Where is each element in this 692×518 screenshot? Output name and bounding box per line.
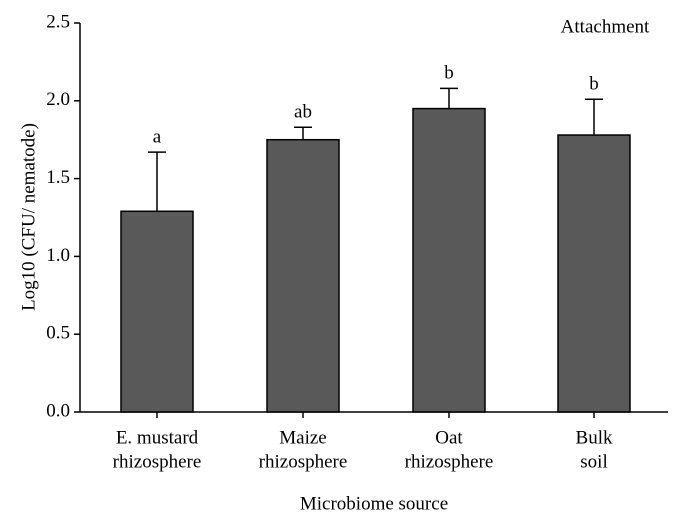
x-tick-label: soil [580,451,607,472]
x-tick-label: rhizosphere [113,451,202,472]
y-tick-label: 0.0 [46,400,70,421]
significance-label: a [153,127,162,148]
y-tick-label: 1.0 [46,245,70,266]
bar [266,138,340,413]
x-axis-label: Microbiome source [300,493,448,514]
significance-label: b [589,74,599,95]
y-tick-label: 2.0 [46,89,70,110]
x-tick-label: rhizosphere [405,451,494,472]
x-tick-label: rhizosphere [259,451,348,472]
y-tick-label: 2.5 [46,11,70,32]
bar [120,210,194,413]
x-tick-label: Bulk [576,427,613,448]
y-tick-label: 1.5 [46,167,70,188]
significance-label: b [444,63,454,84]
bar [557,134,631,413]
bar [412,107,486,413]
y-tick-label: 0.5 [46,323,70,344]
x-tick-label: Oat [435,427,463,448]
significance-label: ab [294,102,312,123]
x-tick-label: Maize [279,427,326,448]
y-axis-label: Log10 (CFU/ nematode) [18,123,39,311]
annotation: Attachment [561,16,650,37]
x-tick-label: E. mustard [116,427,199,448]
